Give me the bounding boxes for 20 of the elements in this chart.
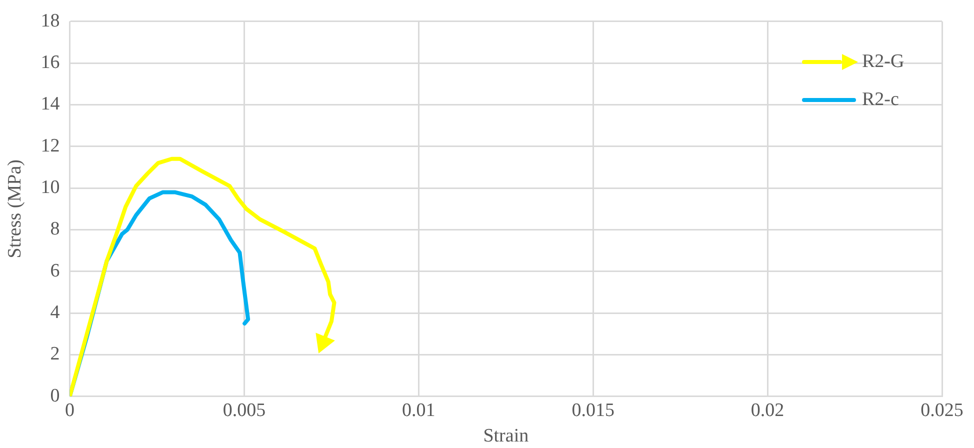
y-tick-label: 6 bbox=[50, 260, 60, 282]
y-tick-label: 10 bbox=[40, 177, 60, 198]
y-tick-label: 18 bbox=[40, 10, 60, 32]
x-tick-label: 0.025 bbox=[920, 400, 964, 421]
y-tick-label: 8 bbox=[50, 218, 60, 240]
y-tick-label: 0 bbox=[50, 385, 60, 406]
x-tick-label: 0 bbox=[65, 400, 75, 421]
y-tick-label: 4 bbox=[50, 302, 60, 324]
y-tick-label: 2 bbox=[50, 344, 60, 365]
x-tick-label: 0.02 bbox=[750, 400, 784, 421]
y-tick-label: 16 bbox=[40, 52, 60, 74]
x-axis-title: Strain bbox=[483, 426, 530, 447]
y-tick-label: 14 bbox=[40, 94, 60, 115]
x-tick-label: 0.01 bbox=[402, 400, 436, 421]
legend-label: R2-c bbox=[862, 89, 899, 112]
x-tick-label: 0.005 bbox=[222, 400, 266, 421]
x-tick-label: 0.015 bbox=[572, 400, 614, 421]
y-tick-label: 12 bbox=[40, 135, 60, 156]
y-axis-title: Stress (MPa) bbox=[4, 160, 26, 258]
legend-label: R2-G bbox=[862, 51, 904, 74]
